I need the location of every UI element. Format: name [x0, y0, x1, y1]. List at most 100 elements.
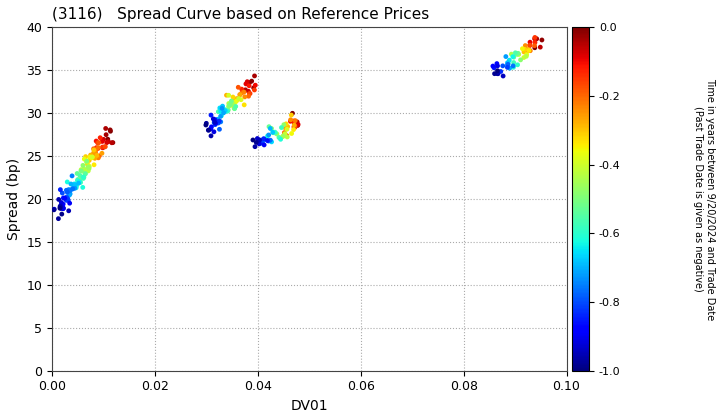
Point — [288, 123, 300, 130]
Point — [212, 116, 223, 123]
Point — [498, 73, 509, 79]
Point — [84, 154, 96, 160]
Point — [518, 54, 530, 61]
Point — [215, 113, 226, 120]
Point — [253, 138, 264, 145]
Point — [82, 164, 94, 171]
Point — [511, 51, 523, 58]
Point — [249, 143, 261, 150]
Point — [72, 176, 84, 183]
Point — [107, 139, 119, 146]
Point — [292, 121, 304, 128]
Point — [67, 186, 78, 192]
Point — [240, 81, 252, 87]
Point — [502, 61, 513, 68]
Point — [58, 201, 69, 207]
Point — [77, 184, 89, 191]
Point — [227, 101, 238, 108]
Point — [250, 82, 261, 89]
Point — [248, 87, 260, 93]
Point — [288, 126, 300, 133]
Point — [220, 106, 231, 113]
Point — [534, 44, 546, 50]
Point — [61, 178, 73, 185]
Point — [220, 107, 231, 114]
Point — [92, 139, 104, 146]
Point — [288, 118, 300, 124]
Point — [286, 130, 297, 137]
Point — [66, 181, 77, 187]
Point — [487, 63, 499, 69]
Point — [263, 138, 274, 144]
Point — [240, 87, 251, 93]
Point — [59, 195, 71, 202]
Point — [73, 178, 85, 185]
Point — [492, 67, 503, 74]
Point — [269, 129, 281, 136]
Point — [243, 93, 254, 100]
Point — [529, 35, 541, 42]
Point — [263, 131, 274, 138]
Point — [94, 152, 105, 159]
Point — [521, 49, 532, 55]
Point — [212, 108, 224, 115]
Point — [271, 131, 283, 137]
Point — [281, 132, 292, 139]
Point — [48, 207, 60, 213]
Point — [89, 147, 100, 154]
Point — [217, 104, 228, 110]
Point — [71, 170, 83, 177]
Point — [502, 59, 513, 66]
Point — [96, 150, 108, 157]
Point — [208, 119, 220, 126]
Point — [512, 61, 523, 68]
Point — [63, 192, 75, 199]
Point — [215, 108, 227, 115]
Point — [55, 199, 67, 206]
Point — [91, 144, 102, 151]
Point — [236, 86, 248, 92]
Point — [239, 94, 251, 100]
Point — [264, 123, 275, 130]
Point — [104, 126, 116, 133]
Point — [223, 92, 235, 99]
Point — [282, 134, 293, 140]
Point — [86, 155, 97, 161]
Point — [518, 49, 530, 55]
Point — [209, 119, 220, 126]
Point — [279, 129, 290, 136]
Point — [58, 194, 69, 201]
Point — [55, 205, 67, 212]
Point — [76, 168, 87, 174]
Point — [521, 51, 532, 58]
Point — [251, 139, 262, 146]
Point — [273, 134, 284, 141]
Point — [529, 39, 541, 46]
Point — [513, 51, 524, 58]
Point — [502, 64, 513, 71]
Point — [104, 128, 116, 134]
Point — [524, 42, 536, 49]
Point — [71, 184, 82, 191]
Point — [276, 124, 287, 131]
Point — [230, 98, 242, 105]
Point — [508, 64, 519, 71]
Point — [80, 153, 91, 160]
Point — [246, 78, 258, 84]
Point — [54, 205, 66, 212]
Point — [72, 177, 84, 184]
Point — [529, 34, 541, 41]
Point — [502, 62, 513, 68]
Point — [521, 53, 532, 60]
Point — [233, 95, 245, 102]
Point — [280, 121, 292, 127]
Point — [83, 163, 94, 170]
Point — [279, 125, 291, 131]
Point — [57, 190, 68, 197]
Point — [238, 89, 250, 95]
Point — [277, 133, 289, 139]
Point — [267, 129, 279, 136]
Point — [253, 141, 265, 147]
Point — [495, 68, 506, 75]
Point — [62, 195, 73, 202]
